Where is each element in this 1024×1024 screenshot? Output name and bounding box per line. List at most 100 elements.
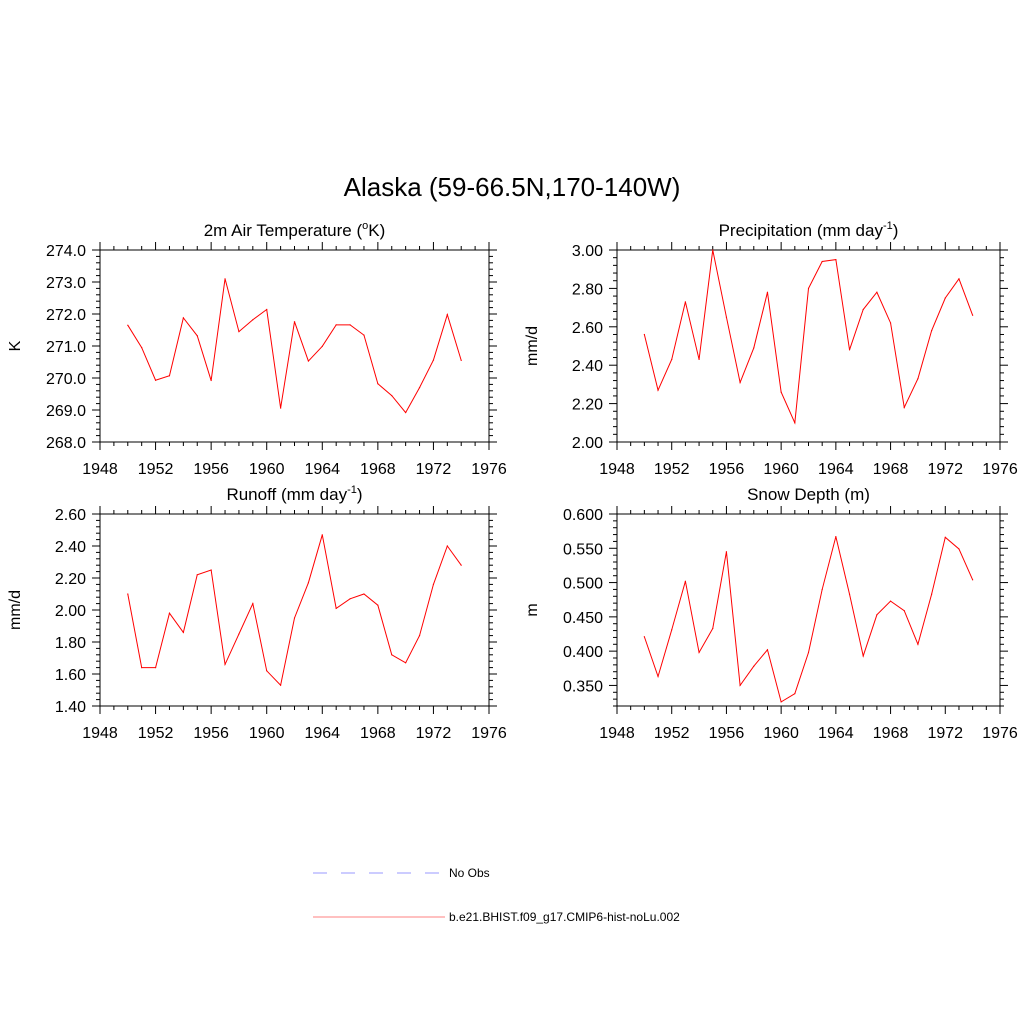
plot-frame [99,513,490,707]
data-point [780,391,782,393]
data-point [671,358,673,361]
legend: No Obs b.e21.BHIST.f09_g17.CMIP6-hist-no… [313,866,680,924]
data-point [141,347,143,349]
data-point [238,331,240,333]
data-point [391,395,393,397]
y-tick-label: 2.80 [572,281,603,298]
y-tick-label: 0.350 [563,678,603,695]
panel-title-main: Runoff (mm day [226,485,347,504]
data-point [794,693,796,695]
x-tick-label: 1952 [138,725,174,742]
series-line [643,536,974,703]
series-line [127,534,462,687]
x-tick-label: 1948 [82,725,118,742]
legend-no-obs-label: No Obs [449,866,490,880]
data-point [418,387,421,389]
data-point [349,324,351,326]
data-point [848,349,851,351]
x-tick-label: 1952 [138,461,174,478]
data-point [739,381,741,384]
data-point [460,359,462,361]
x-tick-label: 1956 [193,725,229,742]
x-tick-label: 1976 [982,725,1018,742]
y-tick-label: 271.0 [46,339,86,356]
data-point [862,655,864,657]
y-axis-label: mm/d [524,326,541,366]
panel-title-main: 2m Air Temperature ( [204,221,363,240]
data-point [349,598,351,600]
plot-frame [616,513,1001,707]
data-point [643,333,645,336]
y-tick-label: 2.60 [55,507,86,524]
data-point [931,593,933,595]
data-point [432,359,435,361]
data-point [712,249,714,251]
y-axis-label: m [524,603,541,616]
data-point [363,593,365,595]
data-point [127,593,129,595]
y-tick-label: 2.20 [55,571,86,588]
data-point [958,278,960,280]
data-point [446,314,448,316]
data-point [657,389,659,391]
data-point [405,662,407,664]
panel-title-main: Precipitation (mm day [719,221,884,240]
data-point [821,588,823,591]
x-tick-label: 1952 [654,461,690,478]
figure-title: Alaska (59-66.5N,170-140W) [344,172,681,202]
x-tick-label: 1952 [654,725,690,742]
data-point [252,603,254,605]
panel-title-superscript: -1 [347,484,357,496]
y-tick-label: 269.0 [46,403,86,420]
data-point [807,287,810,289]
y-tick-label: 3.00 [572,243,603,260]
data-point [766,291,769,293]
data-point [944,297,946,299]
panel-2: 1948 1952 1956 1960 1964 1968 1972 1976 2.00 2.20… [524,220,1018,478]
data-point [266,308,268,311]
y-tick-label: 270.0 [46,371,86,388]
x-tick-label: 1976 [982,461,1018,478]
x-tick-label: 1964 [304,461,340,478]
data-point [903,406,905,409]
data-point [196,335,198,337]
panel-title: Snow Depth (m) [747,485,870,504]
x-tick-label: 1968 [873,461,909,478]
data-point [889,322,892,324]
x-tick-label: 1972 [416,461,452,478]
data-point [712,627,714,630]
panel-title-superscript: o [362,220,368,232]
x-tick-label: 1948 [599,461,635,478]
panel-title: 2m Air Temperature (oK) [204,220,386,240]
y-tick-label: 2.00 [572,435,603,452]
y-tick-label: 0.450 [563,610,603,627]
x-tick-label: 1948 [82,461,118,478]
data-point [154,379,157,381]
x-tick-label: 1972 [927,725,963,742]
panel-4: 1948 1952 1956 1960 1964 1968 1972 1976 0.350 0.4… [524,485,1018,742]
x-tick-label: 1968 [360,461,396,478]
data-point [446,545,448,547]
x-tick-label: 1976 [471,461,507,478]
data-point [876,614,878,616]
data-point [903,610,905,612]
y-tick-label: 272.0 [46,307,86,324]
panel-title: Precipitation (mm day-1) [719,220,899,240]
data-point [931,330,933,332]
data-point [684,301,686,303]
data-point [684,580,686,582]
panel-3: 1948 1952 1956 1960 1964 1968 1972 1976 1.40 1.60… [7,484,507,742]
y-axis-label: mm/d [7,590,24,630]
y-tick-label: 0.550 [563,541,603,558]
panel-title-main: Snow Depth (m) [747,485,870,504]
data-point [739,684,741,687]
data-point [753,665,755,667]
x-tick-label: 1960 [763,461,799,478]
x-tick-label: 1960 [763,725,799,742]
data-point [821,260,823,263]
data-point [780,701,782,703]
data-point [432,583,435,586]
panel-1: 1948 1952 1956 1960 1964 1968 1972 1976 268.0 269… [7,220,507,478]
data-point [725,551,728,553]
x-tick-label: 1964 [304,725,340,742]
